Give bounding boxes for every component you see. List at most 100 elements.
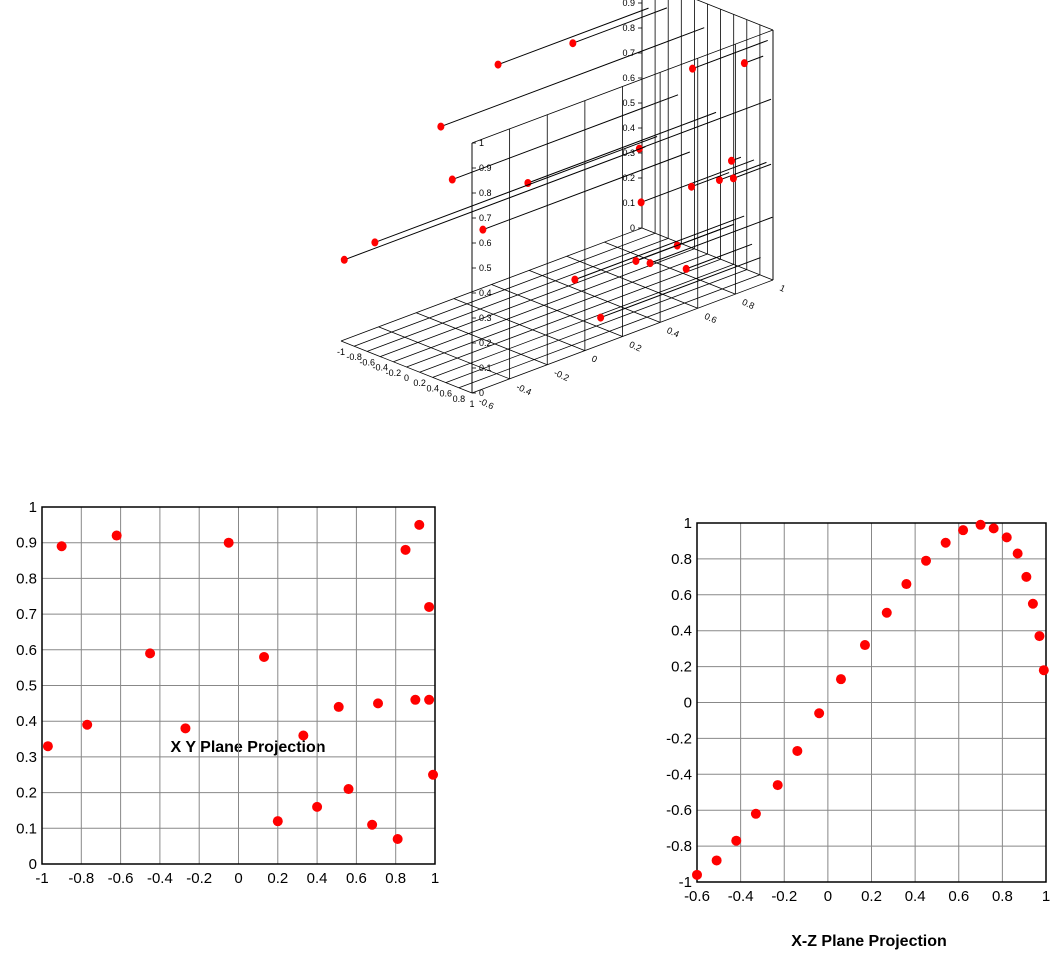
xz-y-tick-label: 0.2 [671,659,692,676]
y-tick-label-right: 0.9 [479,163,492,173]
xy-x-tick-label: 0.2 [267,870,288,887]
y-tick-label-right: 0 [479,388,484,398]
point-projection-line [572,7,668,44]
xy-y-tick-label: 0 [29,856,37,873]
xz-y-tick-label: -0.6 [666,802,692,819]
point-projection-line [482,151,690,231]
xy-x-tick-label: 0.6 [346,870,367,887]
xz-data-point [921,555,932,566]
data-point-3d [340,255,348,264]
chart-3d-scatter: 000.10.10.20.20.30.30.40.40.50.50.60.60.… [337,0,787,411]
x-tick-label: 0.6 [440,389,453,399]
data-point-3d [689,64,697,73]
xz-chart-title: X-Z Plane Projection [791,933,947,950]
y-tick-label-left: 0.6 [622,73,635,83]
x-tick-label: -0.4 [373,363,389,373]
xz-data-point [881,607,892,618]
y-tick-label-left: 0.5 [622,98,635,108]
xy-data-point [428,769,439,780]
xz-x-tick-label: -0.4 [728,888,754,905]
xz-x-tick-label: 0.2 [861,888,882,905]
chart-xz-projection: X-Z Plane Projection -0.6 -0.4 -0.2 0 0.2 0.4… [666,515,1050,950]
y-tick-label-right: 0.7 [479,213,492,223]
xy-y-tick-label: 0.7 [16,606,37,623]
y-tick-label-left: 0.2 [622,173,635,183]
floor-gridline-z [528,270,661,323]
xz-y-tick-label: -0.2 [666,730,692,747]
data-point-3d [371,238,379,247]
y-tick-label-right: 0.3 [479,313,492,323]
xy-y-tick-label: 0.3 [16,749,37,766]
xz-data-point [814,708,825,719]
point-projection-line [374,136,658,243]
data-point-3d [646,259,654,268]
x-tick-label: -0.6 [359,357,375,367]
xy-x-tick-label: 0.8 [385,870,406,887]
xz-data-point [940,537,951,548]
xz-data-point [750,808,761,819]
x-tick-label: 0.8 [453,394,466,404]
box-edge [696,0,774,31]
xy-x-tick-label: -0.6 [108,870,134,887]
point-projection-line [639,98,772,150]
xy-data-point [392,834,403,845]
xz-x-tick-label: 0 [824,888,832,905]
xz-data-point [772,780,783,791]
xz-y-tick-label: 1 [684,515,692,532]
xz-data-point [835,674,846,685]
xy-y-tick-label: 0.4 [16,713,37,730]
xy-x-tick-label: 0 [234,870,242,887]
y-tick-label-right: 0.6 [479,238,492,248]
xz-data-point [1034,631,1045,642]
y-tick-label-left: 0.1 [622,198,635,208]
data-point-3d [479,225,487,234]
xz-data-point [1038,665,1049,676]
xy-y-tick-label: 0.6 [16,642,37,659]
z-tick-label: 0 [590,353,599,364]
y-tick-label-right: 0.2 [479,338,492,348]
point-projection-line [692,39,768,70]
y-tick-label-right: 0.1 [479,363,492,373]
xy-data-point [400,544,411,555]
floor-gridline-z [566,255,698,309]
xy-data-point [42,741,53,752]
xz-x-tick-label: 1 [1042,888,1050,905]
point-projection-line [574,215,745,281]
data-point-3d [448,175,456,184]
data-point-3d [740,59,748,68]
data-point-3d [727,156,735,165]
x-tick-label: 0.4 [426,383,439,393]
floor-gridline-z [378,326,510,380]
xy-data-point [223,537,234,548]
xy-data-point [272,816,283,827]
xy-y-tick-label: 0.9 [16,535,37,552]
xz-y-tick-label: -0.4 [666,766,692,783]
xz-data-point [711,855,722,866]
xy-data-point [343,784,354,795]
z-tick-label: 1 [778,283,787,294]
y-tick-label-left: 0.8 [622,23,635,33]
data-point-3d [524,179,532,188]
xy-data-point [180,723,191,734]
floor-gridline-z [416,312,548,366]
point-projection-line [719,161,767,181]
xy-y-tick-label: 1 [29,499,37,516]
floor-gridline-z [604,241,736,295]
point-projection-line [640,159,755,203]
point-projection-line [440,27,705,128]
point-projection-line [691,172,730,188]
xz-data-point [958,525,969,536]
xz-data-point [975,519,986,530]
data-point-3d [637,198,645,207]
y-tick-label-right: 0.8 [479,188,492,198]
data-point-3d [687,182,695,191]
z-tick-label: -0.6 [477,396,495,412]
xz-data-point [988,523,999,534]
point-projection-line [344,146,646,261]
point-projection-line [649,216,773,264]
xz-data-point [792,745,803,756]
y-tick-label-right: 0.4 [479,288,492,298]
z-tick-label: 0.6 [703,311,719,325]
xy-data-point [259,651,270,662]
xz-data-point [1027,598,1038,609]
